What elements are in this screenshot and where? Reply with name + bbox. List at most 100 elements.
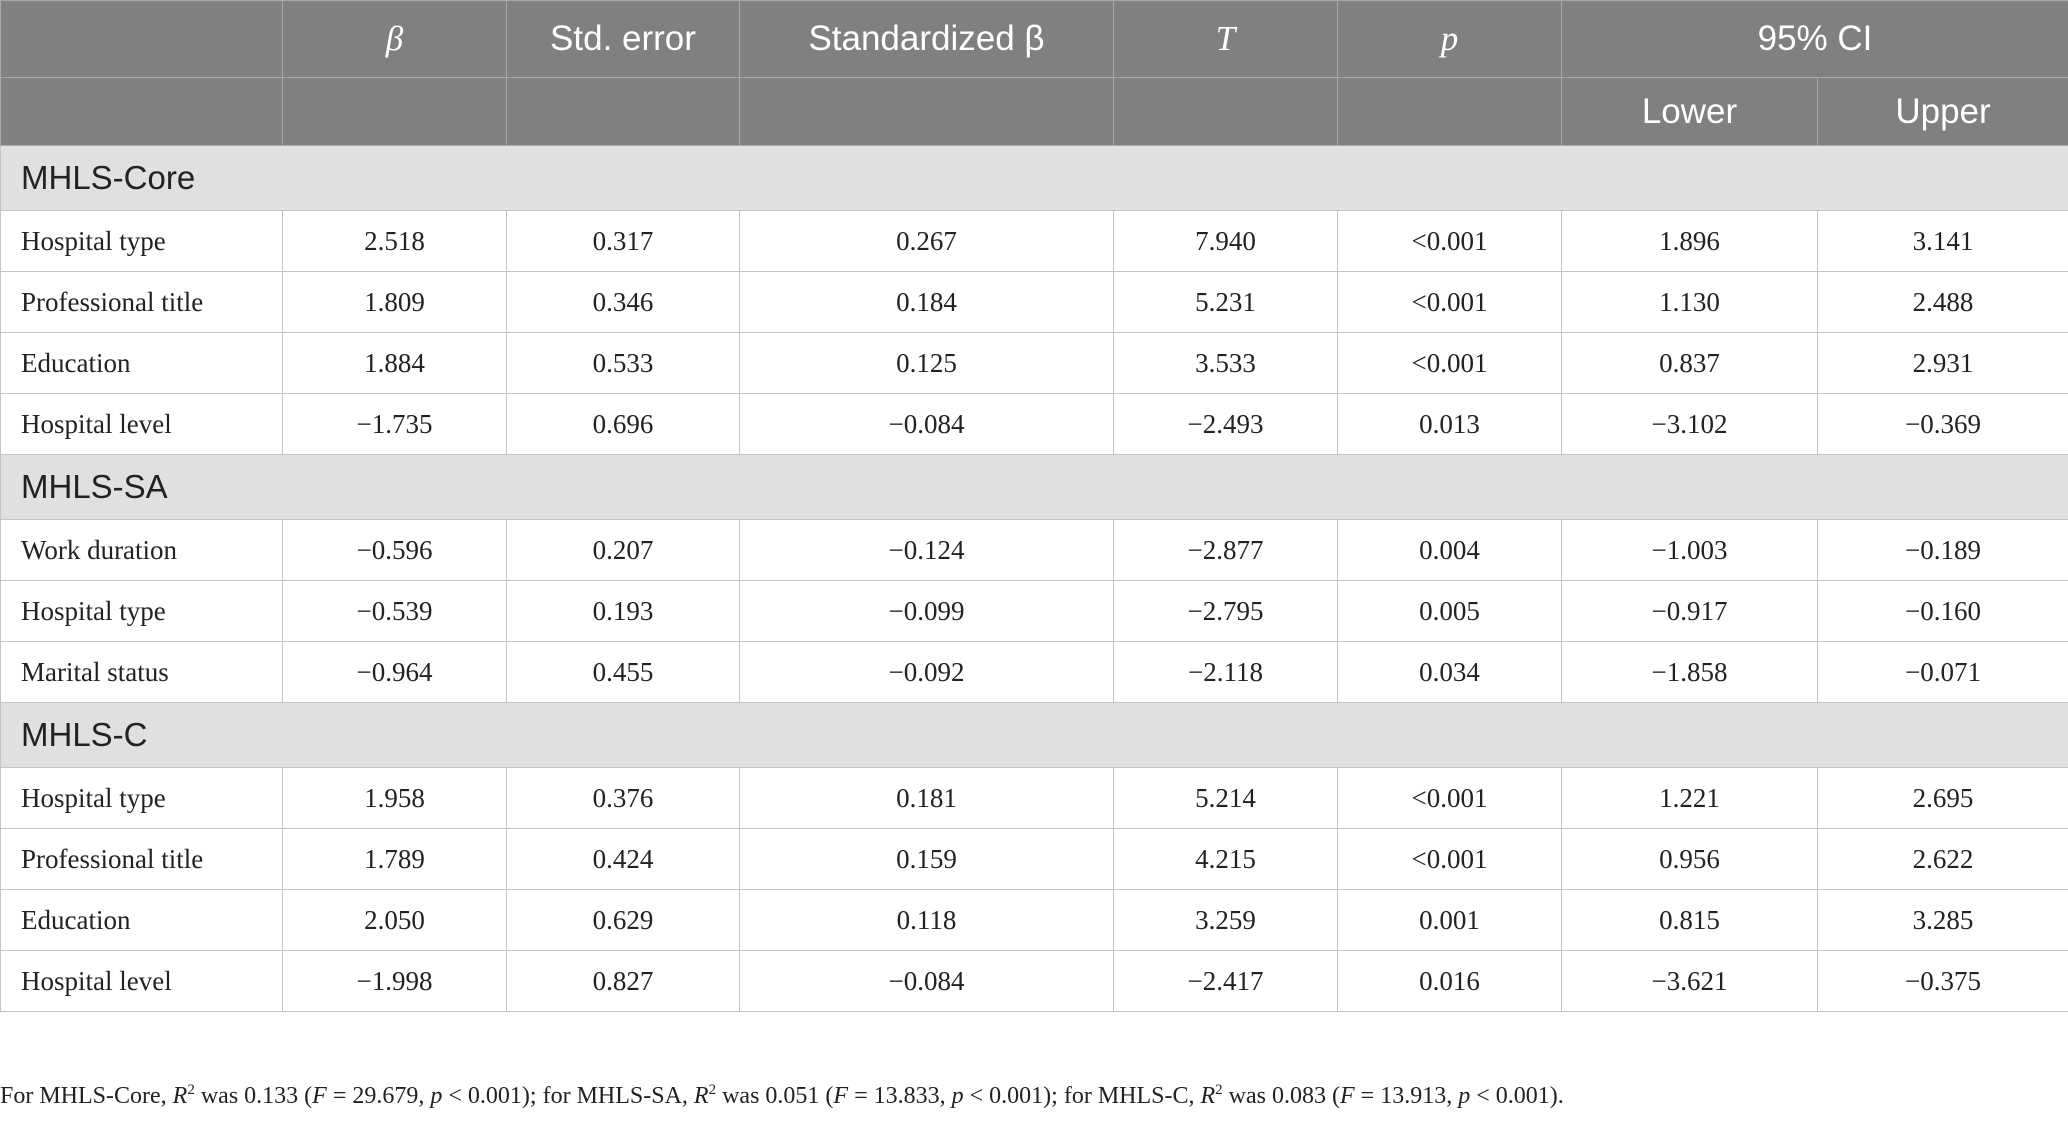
text: R [1200,1083,1216,1109]
cell: −1.998 [282,950,507,1012]
cell: −0.964 [282,641,507,703]
cell: <0.001 [1337,271,1562,333]
text: < 0.001); for MHLS-C, [963,1083,1201,1109]
text: was 0.051 ( [716,1083,834,1109]
row-label: Education [0,889,283,951]
cell: 0.016 [1337,950,1562,1012]
header-cell [506,77,740,146]
data-row: Hospital level −1.998 0.827 −0.084 −2.417 0.0… [0,950,2068,1012]
header-row: β Std. error Standardized β T p 95% CI [0,0,2068,78]
cell: −0.189 [1817,519,2068,581]
cell: 0.317 [506,210,740,272]
data-row: Hospital type −0.539 0.193 −0.099 −2.795 0.00… [0,580,2068,642]
row-label: Professional title [0,271,283,333]
cell: 1.130 [1561,271,1818,333]
cell: −2.417 [1113,950,1338,1012]
cell: −0.375 [1817,950,2068,1012]
cell: −0.917 [1561,580,1818,642]
cell: −3.621 [1561,950,1818,1012]
text: R [172,1083,188,1109]
header-cell [739,77,1114,146]
cell: −0.084 [739,950,1114,1012]
cell: 0.827 [506,950,740,1012]
cell: −0.539 [282,580,507,642]
cell: 0.629 [506,889,740,951]
text: F [1340,1083,1355,1109]
cell: −2.493 [1113,393,1338,455]
cell: 0.184 [739,271,1114,333]
cell: 2.518 [282,210,507,272]
cell: 0.346 [506,271,740,333]
cell: 0.181 [739,767,1114,829]
cell: −0.099 [739,580,1114,642]
text: = 13.913, [1354,1083,1459,1109]
header-cell: β [282,0,507,78]
cell: −0.369 [1817,393,2068,455]
cell: −2.795 [1113,580,1338,642]
text: p [430,1083,443,1109]
text: = 29.679, [326,1083,431,1109]
group-label: MHLS-Core [0,145,2068,211]
cell: 0.267 [739,210,1114,272]
cell: −1.858 [1561,641,1818,703]
data-row: Hospital type 2.518 0.317 0.267 7.940 <0.001 1… [0,210,2068,272]
cell: 0.004 [1337,519,1562,581]
cell: 2.931 [1817,332,2068,394]
text: = 13.833, [848,1083,952,1109]
text: < 0.001). [1470,1083,1564,1109]
cell: 3.285 [1817,889,2068,951]
header-cell: T [1113,0,1338,78]
cell: 0.455 [506,641,740,703]
cell: <0.001 [1337,332,1562,394]
cell: 5.214 [1113,767,1338,829]
cell: 0.837 [1561,332,1818,394]
header-cell: Standardized β [739,0,1114,78]
cell: −0.596 [282,519,507,581]
cell: −1.735 [282,393,507,455]
cell: 2.488 [1817,271,2068,333]
cell: 1.221 [1561,767,1818,829]
group-label: MHLS-SA [0,454,2068,520]
cell: 0.956 [1561,828,1818,890]
cell: 3.259 [1113,889,1338,951]
row-label: Education [0,332,283,394]
cell: 0.005 [1337,580,1562,642]
cell: 0.001 [1337,889,1562,951]
cell: −2.118 [1113,641,1338,703]
data-row: Education 2.050 0.629 0.118 3.259 0.001 0.815 3… [0,889,2068,951]
row-label: Marital status [0,641,283,703]
header-cell: Lower [1561,77,1818,146]
cell: −1.003 [1561,519,1818,581]
cell: 2.622 [1817,828,2068,890]
cell: 0.207 [506,519,740,581]
cell: 0.533 [506,332,740,394]
header-cell [1337,77,1562,146]
cell: 1.896 [1561,210,1818,272]
cell: 0.125 [739,332,1114,394]
cell: 3.141 [1817,210,2068,272]
cell: 0.376 [506,767,740,829]
cell: 1.809 [282,271,507,333]
cell: 1.789 [282,828,507,890]
regression-table: β Std. error Standardized β T p 95% CI L… [0,0,2068,1012]
cell: 0.424 [506,828,740,890]
cell: 1.884 [282,332,507,394]
cell: 0.696 [506,393,740,455]
text: < 0.001); for MHLS-SA, [442,1083,694,1109]
cell: −0.160 [1817,580,2068,642]
text: was 0.133 ( [194,1083,313,1109]
text: 2 [1215,1082,1223,1098]
header-cell: p [1337,0,1562,78]
group-row: MHLS-Core [0,145,2068,211]
data-row: Education 1.884 0.533 0.125 3.533 <0.001 0.837… [0,332,2068,394]
text: R [693,1083,709,1109]
table-body: MHLS-Core Hospital type 2.518 0.317 0.267 7.9… [0,145,2068,1012]
text: p [951,1083,964,1109]
header-cell [0,0,283,78]
header-cell [282,77,507,146]
footnote: For MHLS-Core, R2 was 0.133 (F = 29.679,… [0,1082,1564,1110]
cell: −0.124 [739,519,1114,581]
cell: 0.118 [739,889,1114,951]
row-label: Work duration [0,519,283,581]
